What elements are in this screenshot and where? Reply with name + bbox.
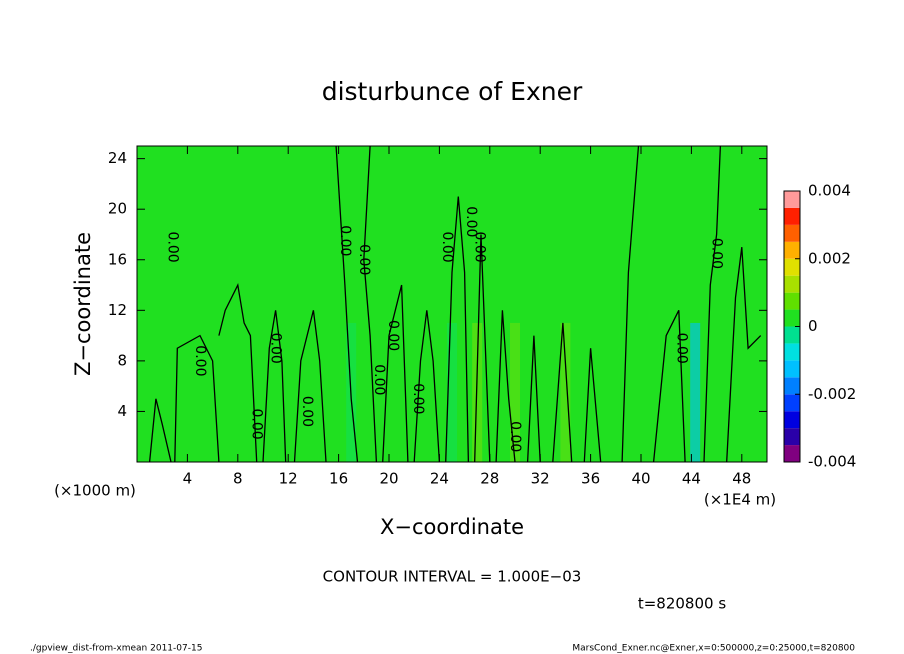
colorbar-level — [784, 411, 800, 429]
y-unit: (×1000 m) — [54, 482, 136, 500]
x-unit: (×1E4 m) — [704, 491, 776, 509]
x-tick-label: 48 — [732, 470, 751, 488]
y-tick-label: 4 — [117, 402, 127, 420]
contour-line — [552, 322, 573, 463]
colorbar-level — [784, 394, 800, 412]
field-streak — [510, 322, 520, 462]
colorbar-level — [784, 224, 800, 242]
x-tick-label: 4 — [183, 470, 193, 488]
colorbar-level — [784, 377, 800, 395]
x-tick-label: 20 — [379, 470, 398, 488]
x-tick-label: 40 — [631, 470, 650, 488]
contour-label: 0.00 — [410, 383, 426, 414]
y-tick-label: 24 — [108, 149, 127, 167]
contour-line — [474, 234, 491, 463]
contour-line — [148, 398, 172, 463]
contour-label: 0.00 — [463, 206, 479, 237]
contour-label: 0.00 — [299, 396, 315, 427]
contour-label: 0.00 — [337, 225, 353, 256]
contour-line — [363, 145, 378, 463]
field-streak — [447, 322, 457, 462]
y-axis-label: Z−coordinate — [71, 232, 95, 376]
chart-title: disturbunce of Exner — [322, 77, 583, 106]
y-tick-label: 16 — [108, 250, 127, 268]
colorbar-tick-label: -0.002 — [808, 385, 856, 403]
contour-label: 0.00 — [249, 408, 265, 439]
colorbar-tick-label: 0.002 — [808, 249, 851, 267]
contour-line — [413, 310, 441, 463]
y-tick-label: 20 — [108, 200, 127, 218]
y-tick-label: 8 — [117, 351, 127, 369]
footer-right: MarsCond_Exner.nc@Exner,x=0:500000,z=0:2… — [572, 644, 855, 654]
contour-line — [495, 310, 516, 463]
colorbar-tick-label: 0.004 — [808, 182, 851, 200]
colorbar-level — [784, 309, 800, 327]
contour-label: 0.00 — [371, 364, 387, 395]
colorbar-level — [784, 343, 800, 361]
contour-line — [218, 282, 258, 463]
contour-line — [445, 196, 470, 463]
contour-label: 0.00 — [192, 345, 208, 376]
x-tick-label: 12 — [279, 470, 298, 488]
colorbar-level — [784, 191, 800, 208]
contour-label: 0.00 — [385, 320, 401, 351]
colorbar-level — [784, 275, 800, 293]
y-tick-label: 12 — [108, 301, 127, 319]
contour-label: 0.00 — [268, 333, 284, 364]
contour-line — [293, 310, 327, 463]
contour-label: 0.00 — [472, 232, 488, 263]
contour-line — [726, 247, 762, 463]
x-tick-label: 16 — [329, 470, 348, 488]
contour-line — [703, 145, 722, 463]
contour-line — [262, 310, 287, 463]
colorbar-level — [784, 428, 800, 446]
contours — [148, 145, 762, 463]
colorbar-level — [784, 207, 800, 225]
contour-line — [382, 284, 409, 463]
contour-label: 0.00 — [709, 238, 725, 269]
time-label: t=820800 s — [638, 595, 726, 613]
x-tick-label: 36 — [581, 470, 600, 488]
x-tick-label: 8 — [233, 470, 243, 488]
field-streak — [560, 322, 571, 462]
colorbar-level — [784, 445, 800, 462]
contour-line — [335, 145, 359, 463]
field-streak — [690, 322, 701, 462]
colorbar-level — [784, 292, 800, 310]
field — [137, 146, 767, 462]
annotation: CONTOUR INTERVAL = 1.000E−03 — [323, 568, 582, 586]
x-tick-label: 28 — [480, 470, 499, 488]
contour-line — [526, 335, 541, 463]
colorbar-level — [784, 326, 800, 344]
x-tick-label: 44 — [682, 470, 701, 488]
colorbar-level — [784, 258, 800, 276]
contour-label: 0.00 — [673, 333, 689, 364]
colorbar-tick-label: -0.004 — [808, 453, 856, 471]
plot-frame — [136, 145, 768, 463]
footer-left: ./gpview_dist-from-xmean 2011-07-15 — [30, 644, 202, 654]
contour-label: 0.00 — [507, 421, 523, 452]
contour-line — [652, 310, 686, 463]
x-tick-label: 24 — [430, 470, 449, 488]
contour-line — [174, 334, 220, 463]
contour-line — [583, 348, 602, 463]
contour-line — [621, 145, 640, 463]
contour-label: 0.00 — [356, 244, 372, 275]
colorbar-tick-label: 0 — [808, 317, 818, 335]
x-axis-label: X−coordinate — [380, 515, 524, 539]
colorbar-level — [784, 360, 800, 378]
x-tick-label: 32 — [531, 470, 550, 488]
contour-label: 0.00 — [164, 232, 180, 263]
colorbar-level — [784, 241, 800, 259]
contour-label: 0.00 — [439, 232, 455, 263]
